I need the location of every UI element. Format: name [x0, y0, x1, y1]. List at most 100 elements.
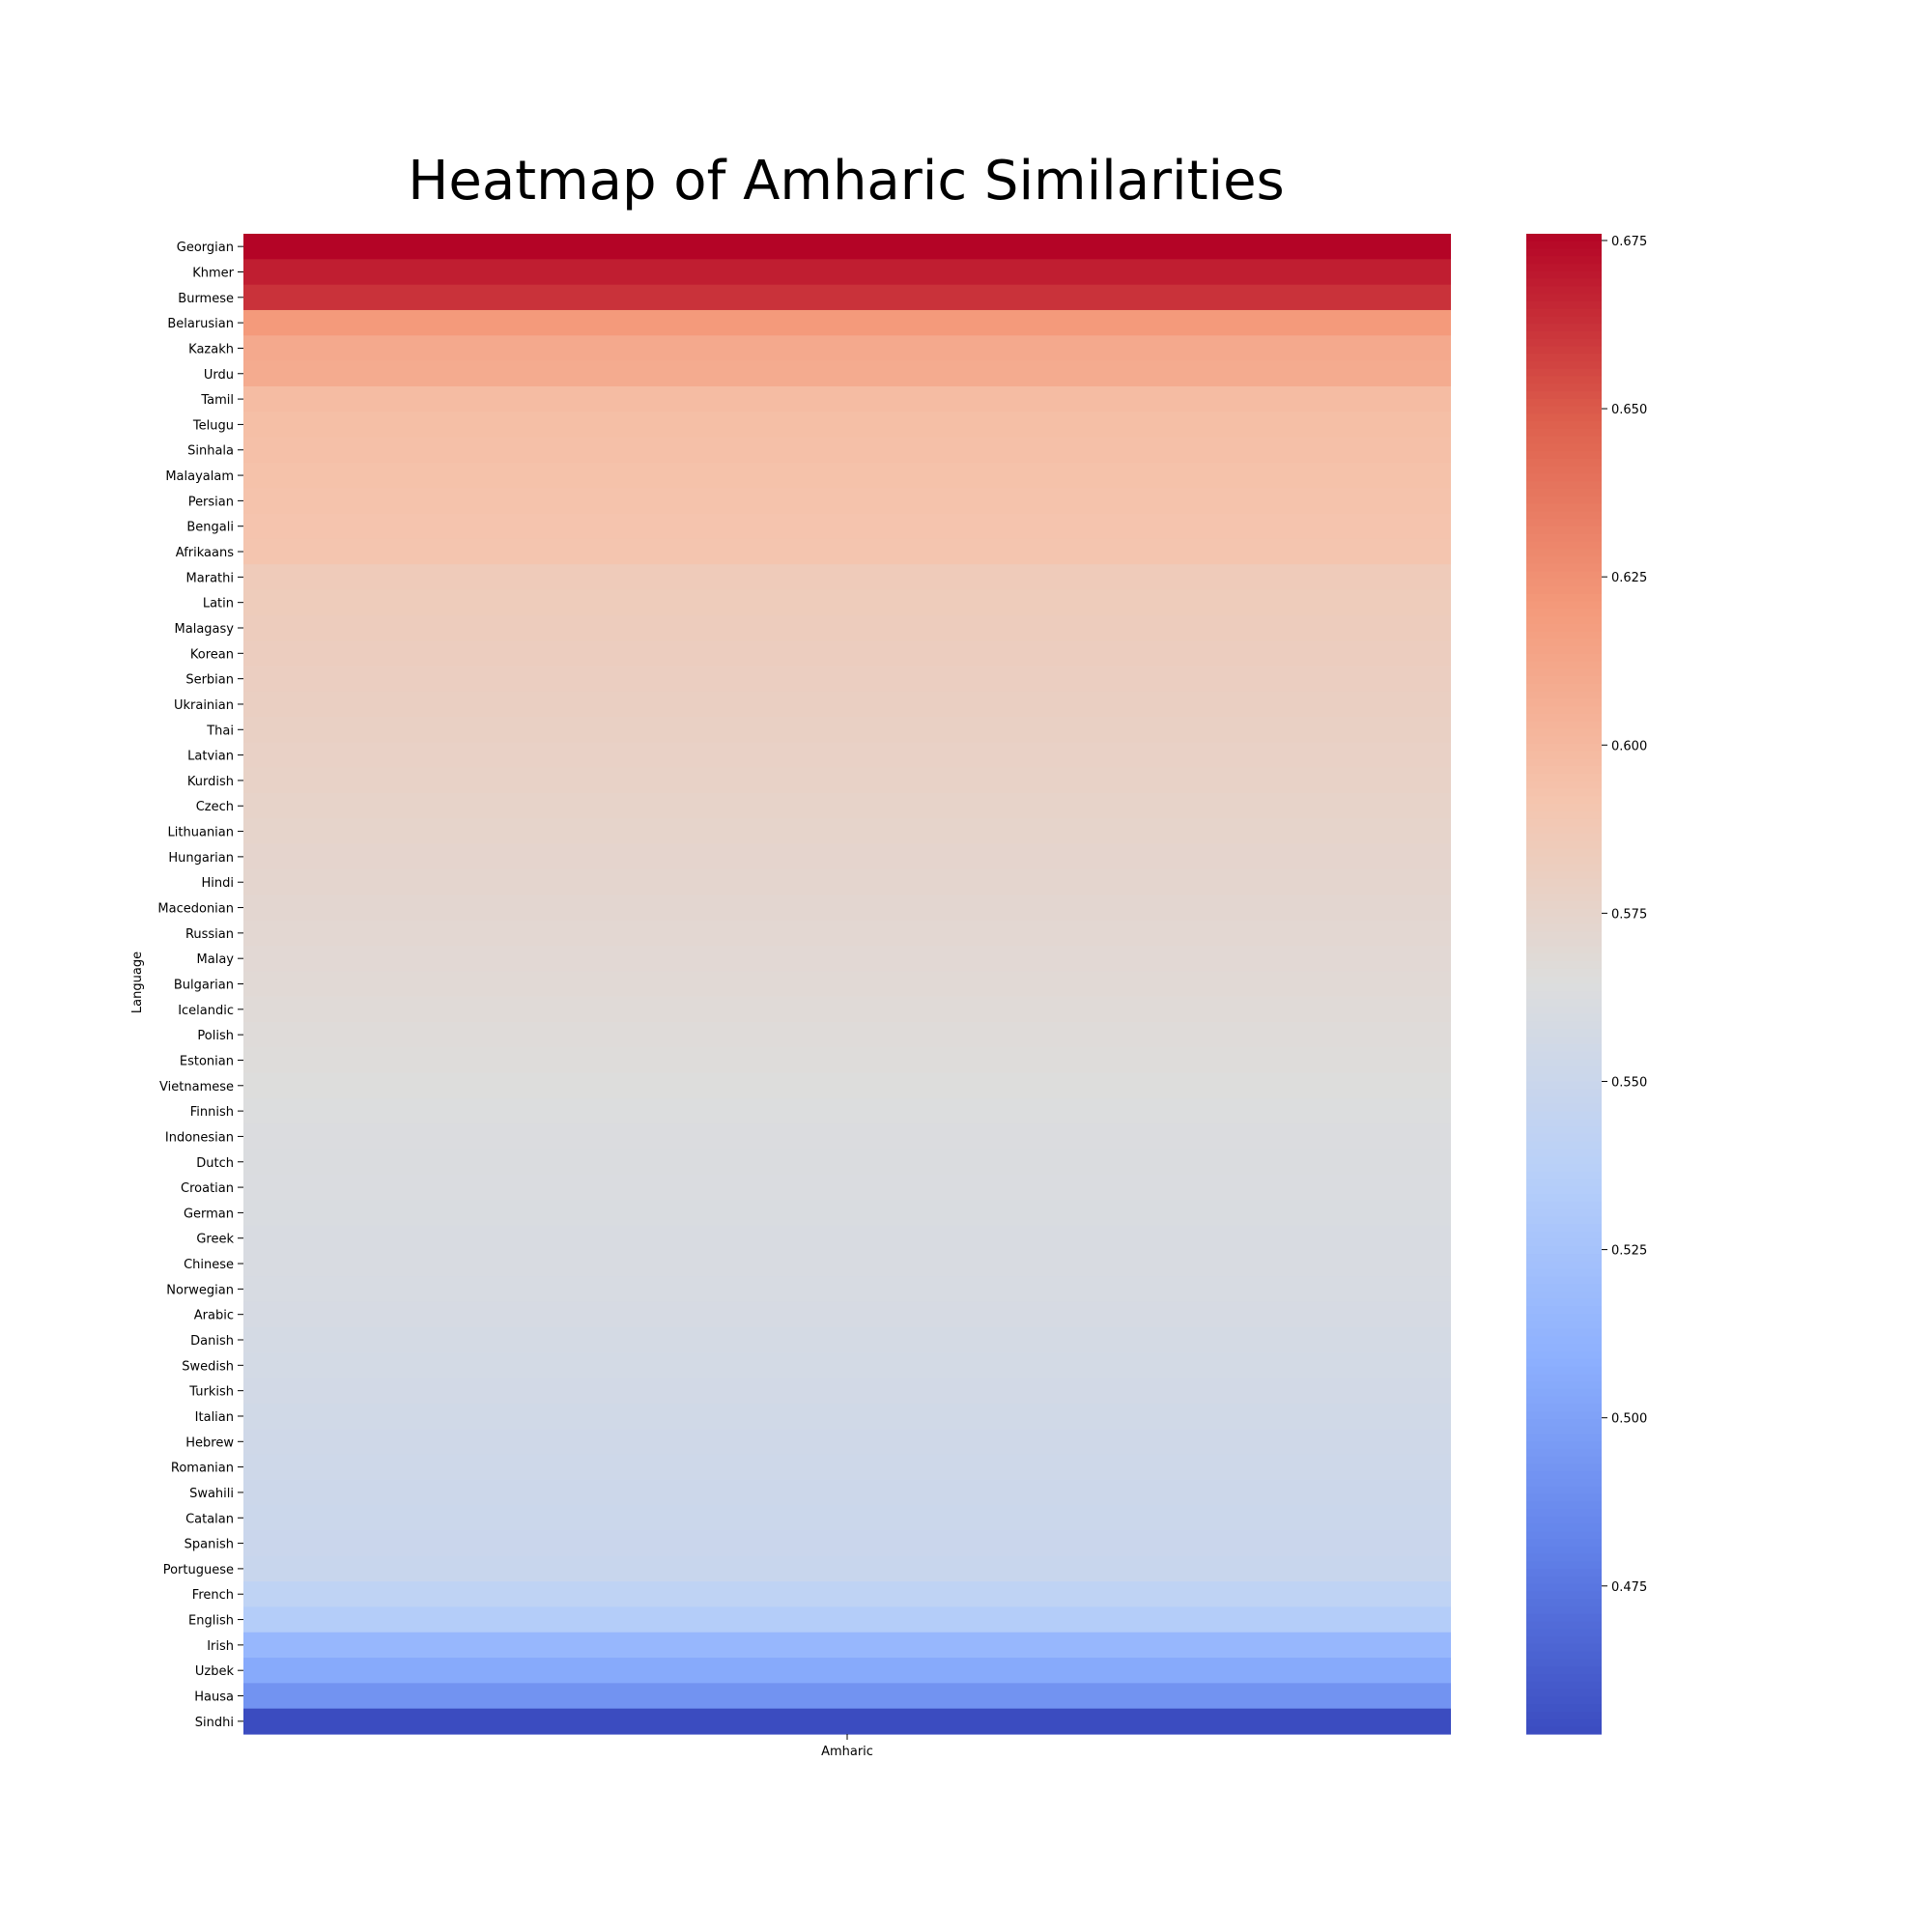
- colorbar-segment: [1526, 549, 1602, 557]
- y-tick-label: Czech: [196, 800, 234, 814]
- colorbar-segment: [1526, 1726, 1602, 1735]
- colorbar-segment: [1526, 1141, 1602, 1150]
- colorbar-segment: [1526, 436, 1602, 445]
- y-tick-label: Swedish: [182, 1359, 234, 1374]
- heatmap-cell: [243, 335, 1451, 362]
- colorbar-segment: [1526, 1591, 1602, 1600]
- y-tick-label: Urdu: [204, 368, 234, 383]
- colorbar-segment: [1526, 1396, 1602, 1405]
- colorbar-segment: [1526, 451, 1602, 460]
- colorbar-segment: [1526, 916, 1602, 924]
- colorbar-segment: [1526, 316, 1602, 325]
- y-tick-label: Greek: [196, 1233, 234, 1247]
- colorbar-segment: [1526, 1246, 1602, 1255]
- y-tick-label: Norwegian: [166, 1283, 234, 1297]
- y-tick-label: Portuguese: [163, 1563, 234, 1577]
- colorbar-segment: [1526, 721, 1602, 730]
- colorbar-segment: [1526, 308, 1602, 318]
- heatmap-cell: [243, 1454, 1451, 1481]
- y-tick-label: Uzbek: [195, 1664, 235, 1679]
- heatmap-cell: [243, 767, 1451, 794]
- colorbar-segment: [1526, 1073, 1602, 1083]
- colorbar-segment: [1526, 1208, 1602, 1217]
- heatmap-cell: [243, 538, 1451, 565]
- y-tick-label: Irish: [207, 1639, 234, 1654]
- heatmap-cell: [243, 462, 1451, 489]
- colorbar-segment: [1526, 368, 1602, 378]
- colorbar-segment: [1526, 489, 1602, 497]
- y-tick-label: Danish: [190, 1334, 234, 1349]
- heatmap-cell: [243, 1683, 1451, 1710]
- colorbar-segment: [1526, 1171, 1602, 1179]
- colorbar-segment: [1526, 661, 1602, 669]
- colorbar-segment: [1526, 804, 1602, 812]
- colorbar-segment: [1526, 1029, 1602, 1037]
- colorbar-segment: [1526, 999, 1602, 1008]
- heatmap-cell: [243, 843, 1451, 870]
- heatmap-cell: [243, 564, 1451, 591]
- colorbar-segment: [1526, 1493, 1602, 1502]
- colorbar-segment: [1526, 1636, 1602, 1645]
- colorbar-segment: [1526, 1223, 1602, 1233]
- heatmap-cell: [243, 284, 1451, 311]
- colorbar-segment: [1526, 1043, 1602, 1052]
- colorbar-segment: [1526, 563, 1602, 573]
- heatmap-cell: [243, 513, 1451, 540]
- colorbar-segment: [1526, 1358, 1602, 1368]
- heatmap-cell: [243, 259, 1451, 286]
- colorbar-segment: [1526, 458, 1602, 468]
- colorbar-segment: [1526, 1471, 1602, 1480]
- colorbar-segment: [1526, 555, 1602, 565]
- colorbar-segment: [1526, 338, 1602, 348]
- colorbar-segment: [1526, 1081, 1602, 1090]
- colorbar-segment: [1526, 923, 1602, 932]
- colorbar-segment: [1526, 1095, 1602, 1105]
- colorbar-segment: [1526, 1629, 1602, 1637]
- colorbar-segment: [1526, 983, 1602, 992]
- colorbar-segment: [1526, 818, 1602, 828]
- colorbar-segment: [1526, 691, 1602, 700]
- heatmap-cell: [243, 946, 1451, 972]
- y-tick-label: Burmese: [178, 292, 234, 306]
- colorbar-segment: [1526, 1298, 1602, 1307]
- y-tick-label: Ukrainian: [174, 698, 234, 713]
- colorbar-segment: [1526, 1276, 1602, 1285]
- heatmap-cell: [243, 1708, 1451, 1735]
- colorbar-segment: [1526, 653, 1602, 663]
- colorbar-segment: [1526, 1539, 1602, 1548]
- colorbar-segment: [1526, 593, 1602, 603]
- colorbar-segment: [1526, 878, 1602, 888]
- colorbar-segment: [1526, 961, 1602, 970]
- colorbar-segment: [1526, 713, 1602, 723]
- colorbar-segment: [1526, 1689, 1602, 1697]
- colorbar-segment: [1526, 1711, 1602, 1720]
- colorbar-segment: [1526, 346, 1602, 355]
- colorbar-segment: [1526, 324, 1602, 332]
- y-tick-label: French: [192, 1588, 234, 1603]
- heatmap-cell: [243, 742, 1451, 769]
- heatmap-cell: [243, 309, 1451, 336]
- colorbar-segment: [1526, 736, 1602, 745]
- y-tick-label: Kazakh: [188, 342, 234, 356]
- colorbar-segment: [1526, 384, 1602, 392]
- colorbar-segment: [1526, 953, 1602, 962]
- colorbar-segment: [1526, 1643, 1602, 1653]
- heatmap-cell: [243, 1352, 1451, 1379]
- colorbar-segment: [1526, 1374, 1602, 1382]
- colorbar-segment: [1526, 300, 1602, 310]
- x-tick-label: Amharic: [821, 1745, 873, 1759]
- colorbar-segment: [1526, 579, 1602, 587]
- heatmap-cell: [243, 1047, 1451, 1074]
- colorbar-segment: [1526, 840, 1602, 850]
- colorbar-segment: [1526, 1569, 1602, 1577]
- heatmap-cell: [243, 1658, 1451, 1684]
- y-axis-label: Language: [130, 952, 145, 1013]
- colorbar-segment: [1526, 256, 1602, 265]
- y-tick-label: Dutch: [196, 1156, 234, 1171]
- colorbar-segment: [1526, 1516, 1602, 1525]
- colorbar-tick-label: 0.625: [1611, 571, 1647, 585]
- y-tick-label: Malay: [197, 952, 235, 967]
- colorbar-segment: [1526, 1149, 1602, 1157]
- colorbar-segment: [1526, 234, 1602, 242]
